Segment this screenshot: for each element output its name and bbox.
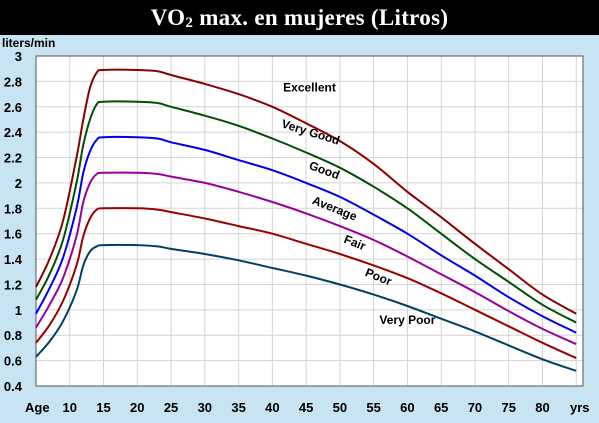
x-tick-label: 40 xyxy=(265,400,279,415)
x-tick-label: 80 xyxy=(535,400,549,415)
y-tick-label: 1.6 xyxy=(4,227,22,242)
series-label-excellent: Excellent xyxy=(283,81,336,95)
series-line-average xyxy=(35,171,577,346)
series-layer xyxy=(35,68,577,372)
y-tick-label: 0.4 xyxy=(4,379,23,394)
y-tick-label: 2.6 xyxy=(4,100,22,115)
y-tick-label: 1 xyxy=(15,303,22,318)
x-axis-label-left: Age xyxy=(25,400,50,415)
x-tick-label: 10 xyxy=(63,400,77,415)
series-line-fair xyxy=(35,207,577,360)
x-tick-label: 50 xyxy=(333,400,347,415)
chart-title: VO2 max. en mujeres (Litros) xyxy=(0,0,599,35)
x-tick-label: 20 xyxy=(130,400,144,415)
y-tick-label: 1.4 xyxy=(4,252,23,267)
y-tick-label: 0.8 xyxy=(4,328,22,343)
x-tick-label: 30 xyxy=(198,400,212,415)
y-tick-label: 3 xyxy=(15,49,22,64)
y-tick-label: 2.4 xyxy=(4,125,23,140)
x-tick-label: 75 xyxy=(501,400,515,415)
plot-border xyxy=(35,55,584,387)
series-line-excellent xyxy=(35,68,577,315)
axis-layer: 0.4 0.6 0.8 1 1.2 1.4 1.6 1.8 2 2.2 2.4 2.6 2.8 3 10 15… xyxy=(2,36,590,415)
y-axis-label: liters/min xyxy=(2,36,55,50)
annotation-label: Very Poor xyxy=(379,313,435,327)
x-tick-label: 45 xyxy=(299,400,313,415)
series-line-poor xyxy=(35,243,577,372)
y-tick-label: 2.2 xyxy=(4,151,22,166)
plot-background xyxy=(36,56,583,386)
x-tick-label: 65 xyxy=(434,400,448,415)
x-tick-label: 15 xyxy=(96,400,110,415)
x-tick-label: 70 xyxy=(468,400,482,415)
x-tick-label: 35 xyxy=(231,400,245,415)
x-tick-label: 25 xyxy=(164,400,178,415)
grid-layer xyxy=(36,55,583,387)
series-line-good xyxy=(35,135,577,334)
y-tick-label: 1.2 xyxy=(4,277,22,292)
y-tick-label: 2 xyxy=(15,176,22,191)
x-tick-label: 60 xyxy=(400,400,414,415)
x-axis-label-right: yrs xyxy=(570,400,590,415)
y-tick-label: 0.6 xyxy=(4,354,22,369)
y-tick-label: 2.8 xyxy=(4,74,22,89)
series-line-very-good xyxy=(35,100,577,324)
x-tick-label: 55 xyxy=(366,400,380,415)
y-tick-label: 1.8 xyxy=(4,201,22,216)
